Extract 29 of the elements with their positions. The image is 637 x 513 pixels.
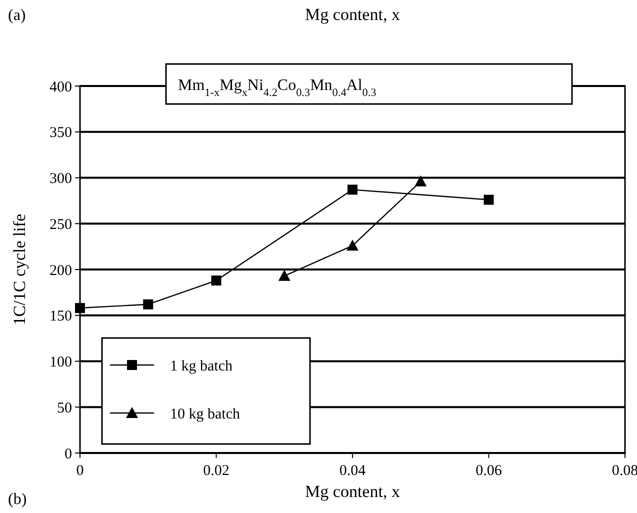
x-tick-label: 0 xyxy=(76,463,84,479)
point xyxy=(211,276,222,286)
y-tick-label: 300 xyxy=(50,171,72,187)
y-tick-label: 350 xyxy=(50,125,72,142)
point xyxy=(348,184,358,195)
point xyxy=(346,240,358,251)
x-axis-title: Mg content, x xyxy=(305,482,400,501)
y-tick-label: 400 xyxy=(50,79,72,96)
legend-label: 1 kg batch xyxy=(170,358,233,374)
point xyxy=(484,194,494,205)
legend-label: 10 kg batch xyxy=(170,406,240,422)
point xyxy=(414,175,427,186)
text: Mg content, x xyxy=(305,5,400,24)
y-tick-label: 250 xyxy=(50,216,72,233)
text: (a) xyxy=(8,7,26,24)
y-axis-title: 1C/1C cycle life xyxy=(10,214,29,326)
x-tick-label: 0.06 xyxy=(476,463,502,479)
point xyxy=(75,303,85,314)
text: Mm$_{1-x}$Mg$_{x}$Ni$_{4.2}$Co$_{0.3}$Mn$_{0.4}$Al$_{0.3}$ xyxy=(178,77,376,99)
y-tick-label: 100 xyxy=(50,354,72,370)
y-tick-label: 150 xyxy=(50,308,72,325)
y-tick-label: 50 xyxy=(57,400,72,416)
y-tick-label: 0 xyxy=(64,446,72,462)
x-tick-label: 0.04 xyxy=(339,463,366,479)
text: (b) xyxy=(8,491,27,508)
y-tick-label: 200 xyxy=(50,262,72,279)
point xyxy=(278,270,290,281)
point xyxy=(143,299,154,310)
x-tick-label: 0.02 xyxy=(203,463,230,479)
